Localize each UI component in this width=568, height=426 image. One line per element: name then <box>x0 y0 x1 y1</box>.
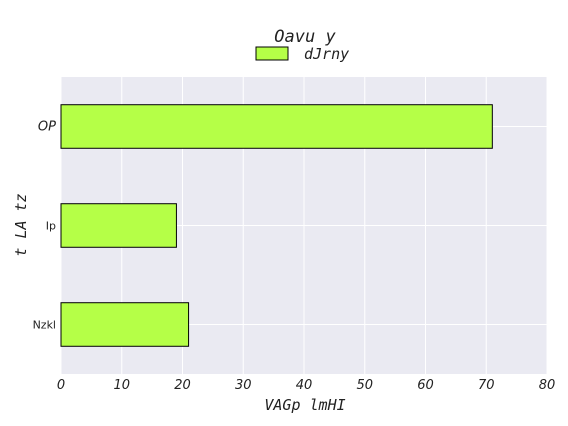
legend-swatch <box>255 46 289 61</box>
y-tick-labels: OP Ip Nzkl <box>33 120 57 332</box>
bar-nzkl <box>60 302 190 347</box>
bar-op <box>60 104 493 149</box>
y-tick-label: OP <box>38 120 56 135</box>
x-tick-labels: 0 10 20 30 40 50 60 70 80 <box>57 378 555 393</box>
x-tick-label: 40 <box>296 378 313 393</box>
y-axis-label: t LA tz <box>12 193 30 256</box>
legend-label: dJrny <box>304 45 349 63</box>
x-tick-label: 10 <box>113 378 130 393</box>
y-tick-label: Ip <box>46 220 56 233</box>
x-axis-label: VAGp lmHI <box>264 396 345 414</box>
bars <box>60 104 493 347</box>
x-tick-label: 80 <box>539 378 556 393</box>
x-tick-label: 70 <box>478 378 495 393</box>
x-tick-label: 20 <box>174 378 191 393</box>
chart-title: Oavu y <box>274 27 336 47</box>
bar-ip <box>60 203 177 248</box>
y-tick-label: Nzkl <box>33 319 56 332</box>
legend: dJrny <box>255 45 349 63</box>
x-tick-label: 60 <box>417 378 434 393</box>
x-tick-label: 0 <box>57 378 65 393</box>
x-tick-label: 50 <box>356 378 373 393</box>
x-tick-label: 30 <box>235 378 252 393</box>
